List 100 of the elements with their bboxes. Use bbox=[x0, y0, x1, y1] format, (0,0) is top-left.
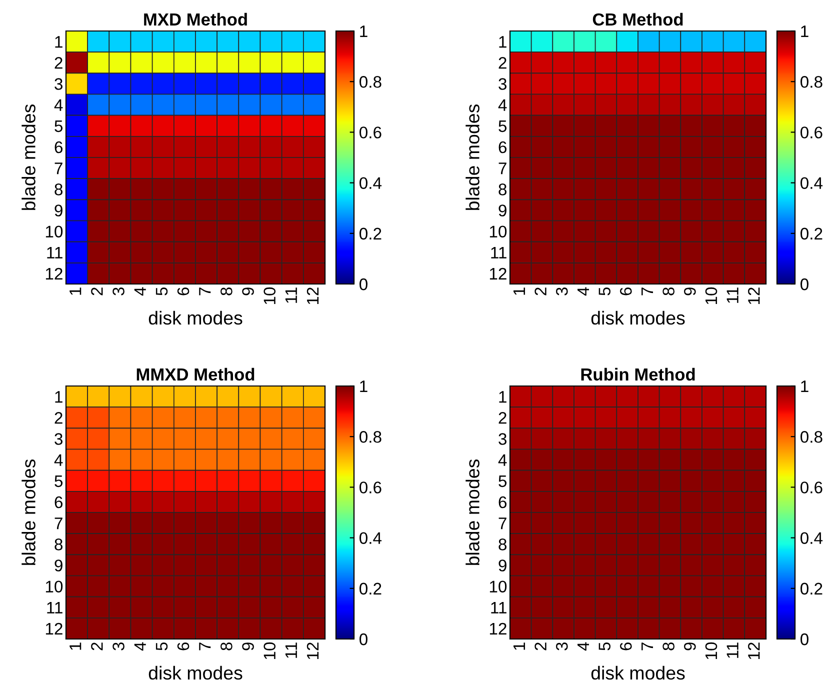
x-tick-label: 8 bbox=[662, 288, 674, 296]
color-bar-label: 0.2 bbox=[800, 582, 822, 595]
y-tick-label: 6 bbox=[498, 496, 506, 508]
x-tick-label: 5 bbox=[598, 287, 610, 296]
color-bar-label: 1 bbox=[801, 380, 808, 392]
x-tick-label: 2 bbox=[91, 642, 103, 650]
y-tick-label: 9 bbox=[498, 204, 506, 216]
y-tick-label: 2 bbox=[498, 412, 506, 424]
x-tick-label: 8 bbox=[220, 288, 232, 296]
chart-title: MMXD Method bbox=[136, 368, 254, 381]
x-tick-label: 2 bbox=[534, 288, 546, 296]
y-tick-label: 2 bbox=[54, 412, 62, 424]
color-bar-label: 0 bbox=[360, 633, 368, 646]
x-tick-label: 1 bbox=[514, 642, 525, 650]
y-tick-label: 11 bbox=[47, 602, 62, 614]
x-tick-label: 12 bbox=[306, 642, 319, 660]
x-tick-label: 6 bbox=[177, 642, 190, 650]
x-tick-label: 6 bbox=[620, 288, 632, 296]
y-tick-label: 7 bbox=[54, 162, 62, 174]
color-bar-label: 0.4 bbox=[800, 532, 823, 544]
color-bar-label: 0.6 bbox=[800, 482, 822, 494]
chart-title: MXD Method bbox=[144, 12, 247, 26]
y-tick-label: 7 bbox=[498, 518, 506, 530]
x-tick-label: 8 bbox=[662, 642, 674, 650]
x-tick-label: 7 bbox=[642, 642, 653, 650]
y-tick-label: 12 bbox=[46, 268, 62, 280]
y-tick-label: 9 bbox=[54, 560, 62, 572]
y-tick-label: 9 bbox=[498, 560, 506, 572]
color-bar-label: 0 bbox=[800, 633, 808, 646]
y-tick-label: 6 bbox=[498, 141, 506, 154]
y-tick-label: 4 bbox=[498, 454, 507, 466]
y-tick-label: 3 bbox=[54, 78, 62, 90]
color-bar-label: 0 bbox=[360, 278, 368, 290]
x-tick-label: 3 bbox=[112, 288, 124, 296]
x-axis-title: disk modes bbox=[591, 310, 685, 325]
chart-title: CB Method bbox=[592, 12, 683, 26]
y-tick-label: 12 bbox=[490, 622, 506, 634]
x-tick-label: 3 bbox=[112, 642, 124, 650]
x-tick-label: 7 bbox=[642, 288, 653, 296]
y-axis-title: blade modes bbox=[22, 104, 36, 210]
x-tick-label: 6 bbox=[177, 288, 190, 296]
y-tick-label: 11 bbox=[47, 246, 62, 258]
x-tick-label: 9 bbox=[242, 288, 254, 296]
x-tick-label: 5 bbox=[156, 287, 168, 296]
color-bar-label: 0.4 bbox=[360, 532, 382, 544]
y-tick-label: 5 bbox=[54, 120, 63, 132]
y-tick-label: 10 bbox=[46, 580, 63, 592]
y-tick-label: 5 bbox=[498, 475, 507, 488]
y-tick-label: 7 bbox=[54, 518, 62, 530]
x-tick-label: 9 bbox=[684, 288, 696, 296]
x-tick-label: 5 bbox=[598, 642, 610, 650]
x-tick-label: 4 bbox=[134, 287, 146, 296]
y-tick-label: 8 bbox=[498, 538, 506, 550]
color-bar-label: 0.6 bbox=[360, 126, 382, 138]
x-tick-label: 8 bbox=[220, 642, 232, 650]
y-tick-label: 1 bbox=[499, 36, 506, 48]
y-tick-label: 10 bbox=[490, 580, 507, 592]
y-tick-label: 11 bbox=[491, 602, 506, 614]
x-tick-label: 3 bbox=[556, 288, 568, 296]
color-bar-label: 0.8 bbox=[800, 431, 822, 443]
y-tick-label: 11 bbox=[491, 246, 506, 258]
color-bar-label: 0.6 bbox=[800, 126, 822, 138]
y-tick-label: 8 bbox=[54, 184, 62, 196]
y-tick-label: 1 bbox=[55, 36, 62, 48]
color-bar-label: 0.8 bbox=[360, 431, 382, 443]
y-tick-label: 12 bbox=[46, 622, 62, 634]
x-tick-label: 3 bbox=[556, 642, 568, 650]
y-tick-label: 10 bbox=[490, 226, 507, 238]
x-tick-label: 7 bbox=[199, 642, 211, 650]
color-bar-label: 0.8 bbox=[360, 76, 382, 88]
x-tick-label: 12 bbox=[306, 288, 319, 304]
color-bar-label: 0 bbox=[800, 278, 808, 290]
y-axis-title: blade modes bbox=[466, 104, 480, 210]
y-tick-label: 1 bbox=[499, 391, 506, 403]
y-tick-label: 7 bbox=[498, 162, 506, 174]
x-tick-label: 4 bbox=[578, 642, 589, 651]
y-axis-title: blade modes bbox=[466, 459, 480, 565]
x-tick-label: 9 bbox=[684, 642, 696, 650]
color-bar-label: 1 bbox=[360, 380, 368, 392]
y-tick-label: 3 bbox=[498, 78, 506, 90]
x-tick-label: 10 bbox=[264, 287, 276, 304]
y-tick-label: 8 bbox=[498, 184, 506, 196]
y-tick-label: 3 bbox=[54, 433, 62, 445]
x-tick-label: 2 bbox=[534, 642, 546, 650]
y-axis-title: blade modes bbox=[22, 459, 36, 565]
y-tick-label: 2 bbox=[54, 57, 62, 69]
x-tick-label: 11 bbox=[726, 642, 738, 658]
color-bar-label: 0.8 bbox=[800, 76, 822, 88]
y-tick-label: 3 bbox=[498, 433, 506, 445]
y-tick-label: 5 bbox=[54, 475, 63, 488]
color-bar-label: 0.2 bbox=[360, 228, 382, 240]
color-bar-label: 0.2 bbox=[800, 228, 822, 240]
y-tick-label: 12 bbox=[490, 268, 506, 280]
x-axis-title: disk modes bbox=[591, 666, 685, 680]
y-tick-label: 4 bbox=[498, 99, 507, 111]
x-tick-label: 9 bbox=[242, 642, 254, 650]
x-tick-label: 7 bbox=[199, 288, 211, 296]
y-tick-label: 9 bbox=[54, 204, 62, 216]
x-tick-label: 2 bbox=[91, 288, 103, 296]
x-tick-label: 12 bbox=[748, 288, 760, 304]
